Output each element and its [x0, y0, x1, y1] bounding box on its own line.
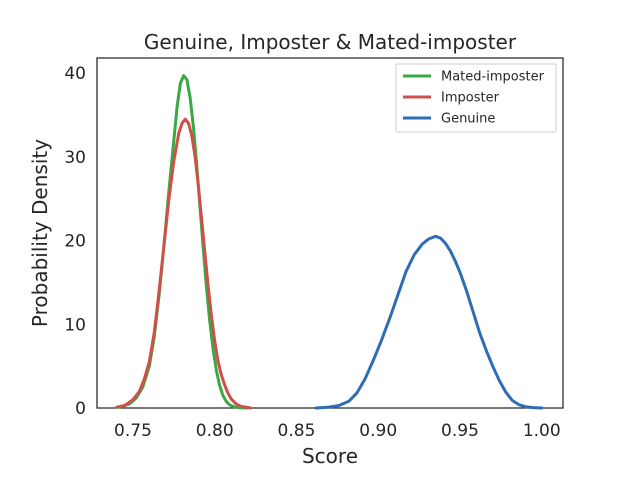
legend-label-genuine: Genuine: [441, 112, 495, 127]
x-tick-label: 0.75: [114, 421, 152, 441]
y-tick-label: 20: [64, 232, 86, 252]
legend-label-mated-imposter: Mated-imposter: [441, 70, 545, 85]
legend: Mated-imposter Imposter Genuine: [395, 63, 557, 133]
x-axis-label: Score: [302, 444, 358, 468]
y-tick-label: 40: [64, 64, 86, 84]
x-tick-label: 1.00: [523, 421, 561, 441]
x-tick-label: 0.85: [278, 421, 316, 441]
series-line-genuine: [314, 234, 544, 410]
y-tick-label: 30: [64, 148, 86, 168]
chart-title: Genuine, Imposter & Mated-imposter: [144, 30, 517, 54]
legend-label-imposter: Imposter: [441, 91, 500, 106]
y-tick-label: 0: [75, 399, 86, 419]
x-tick-label: 0.90: [359, 421, 397, 441]
y-axis-label: Probability Density: [28, 139, 52, 327]
y-ticks: 0 10 20 30 40: [64, 64, 86, 419]
series-layer: [115, 74, 544, 410]
y-tick-label: 10: [64, 315, 86, 335]
x-tick-label: 0.80: [196, 421, 234, 441]
x-ticks: 0.75 0.80 0.85 0.90 0.95 1.00: [114, 421, 561, 441]
legend-box: [395, 63, 557, 133]
x-tick-label: 0.95: [441, 421, 479, 441]
series-line-imposter: [115, 117, 253, 410]
